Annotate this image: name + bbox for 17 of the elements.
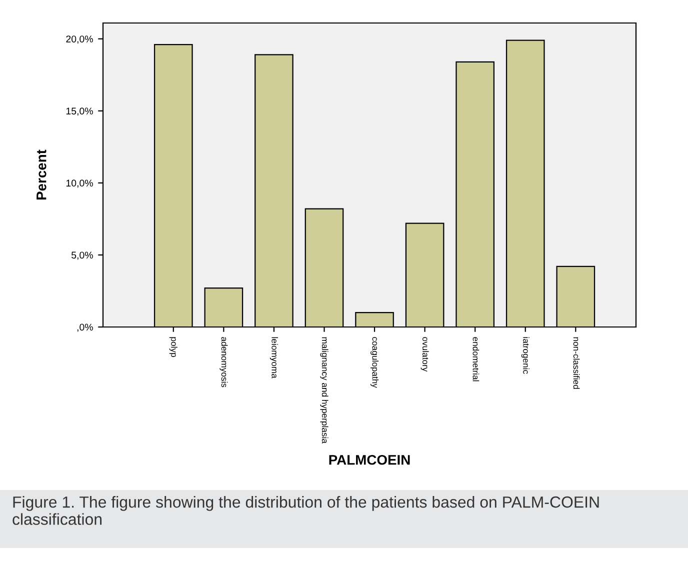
- x-tick-label: polyp: [169, 337, 178, 357]
- y-tick-label: 5,0%: [72, 252, 93, 260]
- y-tick-label: 15,0%: [66, 108, 93, 116]
- y-axis-title: Percent: [36, 150, 46, 200]
- x-tick-label: adenomyosis: [220, 337, 228, 388]
- y-tick-label: ,0%: [77, 324, 93, 332]
- x-tick-label: coagulopathy: [370, 337, 379, 388]
- caption: Figure 1. The figure showing the distribution of the patients based on PALM-COEIN classification: [12, 496, 599, 525]
- x-tick-label: iatrogenic: [521, 337, 530, 374]
- x-tick-label: endometrial: [472, 337, 480, 382]
- x-tick-label: malignancy and hyperplasia: [320, 337, 328, 444]
- x-axis-title: PALMCOEIN: [329, 454, 410, 465]
- x-tick-label: non-classified: [573, 337, 580, 389]
- y-tick-label: 20,0%: [66, 36, 93, 44]
- x-tick-label: leiomyoma: [270, 337, 278, 378]
- y-tick-label: 10,0%: [66, 180, 93, 188]
- x-tick-label: ovulatory: [420, 337, 429, 372]
